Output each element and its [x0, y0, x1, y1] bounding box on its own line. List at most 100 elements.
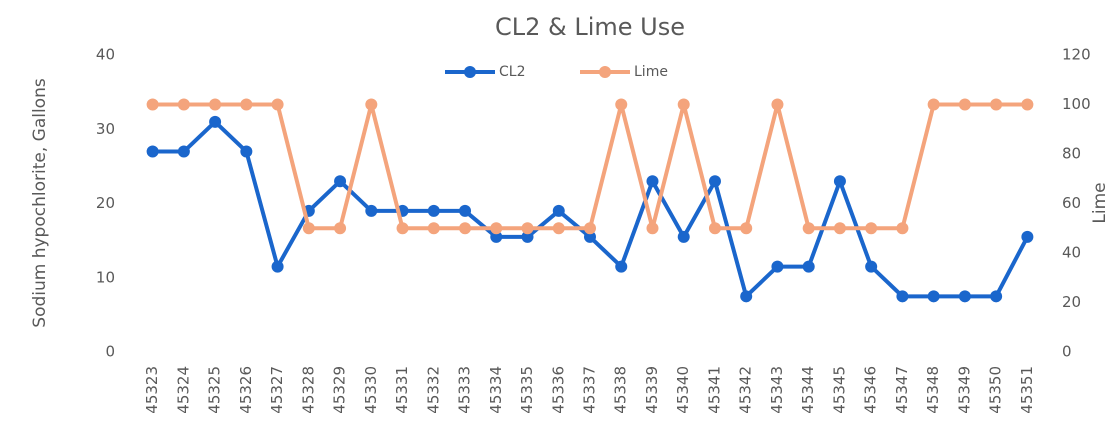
- data-point: [365, 204, 378, 217]
- x-tick-label: 45325: [206, 366, 224, 414]
- x-tick-label: 45330: [362, 366, 380, 414]
- data-point: [615, 260, 628, 273]
- y2-tick-label: 0: [1062, 343, 1072, 361]
- data-point: [146, 98, 159, 111]
- data-point: [146, 145, 159, 158]
- data-point: [708, 175, 721, 188]
- data-point: [240, 145, 253, 158]
- data-point: [802, 260, 815, 273]
- data-point: [552, 204, 565, 217]
- data-point: [740, 290, 753, 303]
- data-point: [365, 98, 378, 111]
- data-point: [302, 222, 315, 235]
- x-tick-label: 45332: [424, 366, 442, 414]
- data-point: [833, 175, 846, 188]
- x-tick-label: 45335: [518, 366, 536, 414]
- x-tick-label: 45339: [643, 366, 661, 414]
- y2-axis-label: Lime: [1090, 182, 1110, 223]
- x-tick-label: 45342: [737, 366, 755, 414]
- data-point: [459, 222, 472, 235]
- data-point: [427, 204, 440, 217]
- data-point: [209, 115, 222, 128]
- data-point: [1021, 230, 1034, 243]
- data-point: [521, 222, 534, 235]
- y2-tick-label: 100: [1062, 95, 1091, 113]
- legend-marker: [599, 66, 611, 78]
- x-tick-label: 45350: [987, 366, 1005, 414]
- x-tick-label: 45333: [456, 366, 474, 414]
- x-tick-label: 45324: [174, 366, 192, 414]
- data-point: [334, 222, 347, 235]
- data-point: [677, 230, 690, 243]
- x-tick-label: 45338: [612, 366, 630, 414]
- x-tick-label: 45347: [893, 366, 911, 414]
- data-point: [396, 222, 409, 235]
- x-tick-label: 45343: [768, 366, 786, 414]
- data-point: [865, 260, 878, 273]
- data-point: [615, 98, 628, 111]
- data-point: [990, 98, 1003, 111]
- x-tick-label: 45345: [830, 366, 848, 414]
- data-point: [271, 98, 284, 111]
- y-tick-label: 10: [96, 268, 115, 286]
- x-tick-label: 45331: [393, 366, 411, 414]
- x-tick-label: 45327: [268, 366, 286, 414]
- data-point: [459, 204, 472, 217]
- y2-tick-label: 120: [1062, 46, 1091, 64]
- chart-title: CL2 & Lime Use: [495, 13, 685, 41]
- data-point: [1021, 98, 1034, 111]
- data-point: [740, 222, 753, 235]
- data-point: [708, 222, 721, 235]
- x-tick-label: 45336: [549, 366, 567, 414]
- x-tick-label: 45344: [799, 366, 817, 414]
- data-point: [209, 98, 222, 111]
- series-line: [152, 102, 1028, 231]
- data-point: [271, 260, 284, 273]
- x-tick-label: 45328: [299, 366, 317, 414]
- data-point: [490, 230, 503, 243]
- data-point: [802, 222, 815, 235]
- y-tick-label: 40: [96, 46, 115, 64]
- legend-label: Lime: [634, 64, 668, 80]
- x-tick-label: 45326: [237, 366, 255, 414]
- data-point: [521, 230, 534, 243]
- y-axis-label: Sodium hypochlorite, Gallons: [30, 78, 50, 328]
- data-point: [927, 98, 940, 111]
- data-point: [896, 222, 909, 235]
- x-tick-label: 45337: [581, 366, 599, 414]
- y2-tick-label: 80: [1062, 145, 1081, 163]
- data-point: [865, 222, 878, 235]
- y-tick-label: 20: [96, 194, 115, 212]
- x-tick-label: 45346: [862, 366, 880, 414]
- data-point: [958, 98, 971, 111]
- data-point: [552, 222, 565, 235]
- series-line: [152, 119, 1030, 299]
- data-point: [427, 222, 440, 235]
- data-point: [646, 222, 659, 235]
- legend-label: CL2: [499, 64, 525, 80]
- data-point: [927, 290, 940, 303]
- data-point: [958, 290, 971, 303]
- y2-tick-label: 20: [1062, 293, 1081, 311]
- data-point: [177, 145, 190, 158]
- data-point: [990, 290, 1003, 303]
- x-tick-label: 45334: [487, 366, 505, 414]
- data-point: [490, 222, 503, 235]
- x-tick-label: 45349: [955, 366, 973, 414]
- y2-tick-label: 40: [1062, 244, 1081, 262]
- x-tick-label: 45323: [143, 366, 161, 414]
- x-tick-label: 45340: [674, 366, 692, 414]
- data-point: [240, 98, 253, 111]
- data-point: [771, 98, 784, 111]
- data-point: [334, 175, 347, 188]
- x-tick-label: 45329: [331, 366, 349, 414]
- x-tick-label: 45348: [924, 366, 942, 414]
- y2-tick-label: 60: [1062, 194, 1081, 212]
- data-point: [771, 260, 784, 273]
- data-point: [584, 222, 596, 235]
- data-point: [677, 98, 690, 111]
- data-point: [896, 290, 909, 303]
- data-point: [646, 175, 659, 188]
- legend-marker: [464, 66, 476, 78]
